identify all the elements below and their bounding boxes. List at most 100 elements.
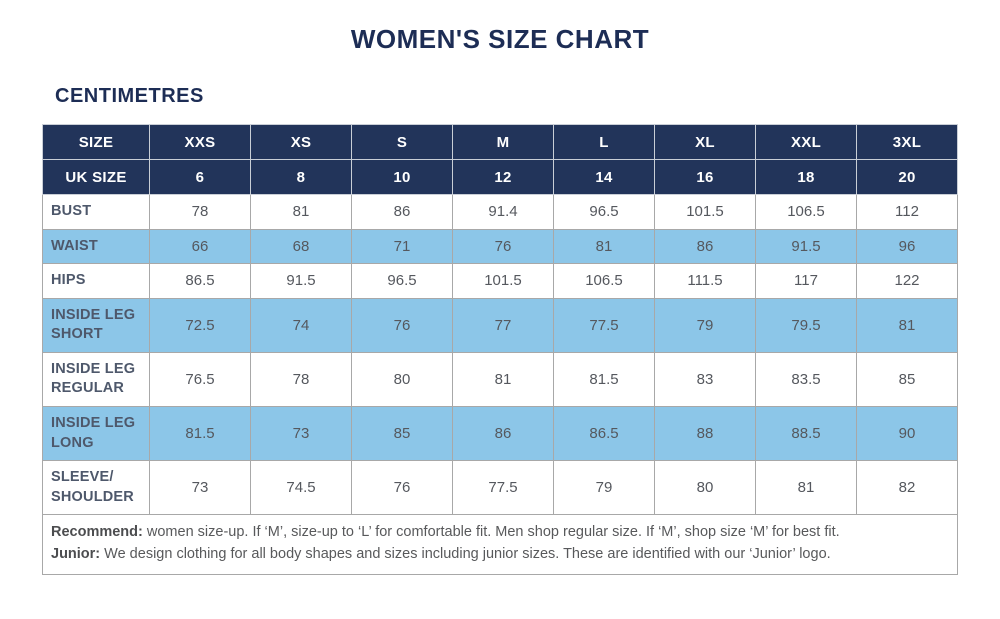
uk-size-10: 10 bbox=[351, 159, 453, 195]
size-value-cell: 77 bbox=[452, 297, 554, 353]
size-chart-table: SIZE XXS XS S M L XL XXL 3XL UK SIZE 6 8… bbox=[42, 124, 958, 575]
size-value-cell: 88 bbox=[654, 405, 756, 462]
size-value-cell: 73 bbox=[250, 405, 352, 462]
size-value-cell: 106.5 bbox=[553, 263, 655, 299]
size-value-cell: 106.5 bbox=[755, 194, 857, 230]
size-value-cell: 76 bbox=[351, 297, 453, 353]
uk-size-14: 14 bbox=[553, 159, 655, 195]
note-label-recommend: Recommend: bbox=[51, 524, 143, 541]
table-row-waist: WAIST 66 68 71 76 81 86 91.5 96 bbox=[42, 228, 958, 265]
table-row-inside-leg-long: INSIDE LEG LONG 81.5 73 85 86 86.5 88 88… bbox=[42, 405, 958, 462]
size-value-cell: 76 bbox=[452, 228, 554, 265]
size-value-cell: 77.5 bbox=[452, 460, 554, 516]
col-header-xl: XL bbox=[654, 124, 756, 160]
size-chart-page: WOMEN'S SIZE CHART CENTIMETRES SIZE XXS … bbox=[42, 24, 958, 575]
row-label-inside-leg-short: INSIDE LEG SHORT bbox=[42, 297, 150, 353]
size-value-cell: 81 bbox=[856, 297, 958, 353]
size-value-cell: 78 bbox=[149, 194, 251, 230]
row-label-sleeve-shoulder: SLEEVE/ SHOULDER bbox=[42, 460, 150, 516]
table-row-inside-leg-regular: INSIDE LEG REGULAR 76.5 78 80 81 81.5 83… bbox=[42, 351, 958, 407]
col-header-3xl: 3XL bbox=[856, 124, 958, 160]
row-label-hips: HIPS bbox=[42, 263, 150, 299]
size-header-row: SIZE XXS XS S M L XL XXL 3XL bbox=[42, 124, 958, 160]
size-value-cell: 78 bbox=[250, 351, 352, 407]
size-value-cell: 71 bbox=[351, 228, 453, 265]
page-title: WOMEN'S SIZE CHART bbox=[350, 24, 650, 54]
col-header-size: SIZE bbox=[42, 124, 150, 160]
size-value-cell: 81 bbox=[250, 194, 352, 230]
col-header-xxl: XXL bbox=[755, 124, 857, 160]
size-value-cell: 86 bbox=[452, 405, 554, 462]
size-value-cell: 79 bbox=[654, 297, 756, 353]
size-value-cell: 112 bbox=[856, 194, 958, 230]
size-value-cell: 74.5 bbox=[250, 460, 352, 516]
size-value-cell: 81.5 bbox=[149, 405, 251, 462]
size-value-cell: 76.5 bbox=[149, 351, 251, 407]
size-value-cell: 96.5 bbox=[553, 194, 655, 230]
col-header-m: M bbox=[452, 124, 554, 160]
table-header: SIZE XXS XS S M L XL XXL 3XL UK SIZE 6 8… bbox=[42, 124, 958, 195]
size-value-cell: 96.5 bbox=[351, 263, 453, 299]
size-value-cell: 83.5 bbox=[755, 351, 857, 407]
size-value-cell: 90 bbox=[856, 405, 958, 462]
col-header-s: S bbox=[351, 124, 453, 160]
note-text-junior: We design clothing for all body shapes a… bbox=[100, 545, 831, 562]
uk-size-20: 20 bbox=[856, 159, 958, 195]
size-value-cell: 91.5 bbox=[250, 263, 352, 299]
size-value-cell: 86 bbox=[654, 228, 756, 265]
size-value-cell: 83 bbox=[654, 351, 756, 407]
uk-size-6: 6 bbox=[149, 159, 251, 195]
col-header-l: L bbox=[553, 124, 655, 160]
size-value-cell: 111.5 bbox=[654, 263, 756, 299]
size-value-cell: 81 bbox=[553, 228, 655, 265]
size-value-cell: 101.5 bbox=[452, 263, 554, 299]
col-header-uk-size: UK SIZE bbox=[42, 159, 150, 195]
table-footer: Recommend: women size-up. If ‘M’, size-u… bbox=[42, 514, 958, 575]
size-value-cell: 79 bbox=[553, 460, 655, 516]
size-value-cell: 96 bbox=[856, 228, 958, 265]
size-value-cell: 79.5 bbox=[755, 297, 857, 353]
size-value-cell: 77.5 bbox=[553, 297, 655, 353]
table-body: BUST 78 81 86 91.4 96.5 101.5 106.5 112 … bbox=[42, 194, 958, 516]
table-row-hips: HIPS 86.5 91.5 96.5 101.5 106.5 111.5 11… bbox=[42, 263, 958, 299]
row-label-inside-leg-long: INSIDE LEG LONG bbox=[42, 405, 150, 462]
size-value-cell: 80 bbox=[654, 460, 756, 516]
col-header-xxs: XXS bbox=[149, 124, 251, 160]
size-value-cell: 85 bbox=[856, 351, 958, 407]
size-value-cell: 82 bbox=[856, 460, 958, 516]
note-junior: Junior: We design clothing for all body … bbox=[51, 544, 947, 566]
size-value-cell: 80 bbox=[351, 351, 453, 407]
size-value-cell: 86.5 bbox=[553, 405, 655, 462]
uk-size-8: 8 bbox=[250, 159, 352, 195]
row-label-waist: WAIST bbox=[42, 228, 150, 265]
size-value-cell: 74 bbox=[250, 297, 352, 353]
size-value-cell: 81 bbox=[452, 351, 554, 407]
table-row-sleeve-shoulder: SLEEVE/ SHOULDER 73 74.5 76 77.5 79 80 8… bbox=[42, 460, 958, 516]
size-value-cell: 85 bbox=[351, 405, 453, 462]
note-text-recommend: women size-up. If ‘M’, size-up to ‘L’ fo… bbox=[142, 524, 840, 541]
size-value-cell: 88.5 bbox=[755, 405, 857, 462]
size-notes: Recommend: women size-up. If ‘M’, size-u… bbox=[42, 514, 958, 575]
size-value-cell: 68 bbox=[250, 228, 352, 265]
size-value-cell: 117 bbox=[755, 263, 857, 299]
uk-size-18: 18 bbox=[755, 159, 857, 195]
row-label-inside-leg-regular: INSIDE LEG REGULAR bbox=[42, 351, 150, 407]
size-value-cell: 86.5 bbox=[149, 263, 251, 299]
uk-size-16: 16 bbox=[654, 159, 756, 195]
col-header-xs: XS bbox=[250, 124, 352, 160]
table-row-inside-leg-short: INSIDE LEG SHORT 72.5 74 76 77 77.5 79 7… bbox=[42, 297, 958, 353]
size-value-cell: 91.4 bbox=[452, 194, 554, 230]
row-label-bust: BUST bbox=[42, 194, 150, 230]
uk-size-12: 12 bbox=[452, 159, 554, 195]
size-value-cell: 81 bbox=[755, 460, 857, 516]
size-value-cell: 81.5 bbox=[553, 351, 655, 407]
units-heading: CENTIMETRES bbox=[55, 85, 204, 107]
size-value-cell: 66 bbox=[149, 228, 251, 265]
table-row-bust: BUST 78 81 86 91.4 96.5 101.5 106.5 112 bbox=[42, 194, 958, 230]
size-value-cell: 76 bbox=[351, 460, 453, 516]
notes-row: Recommend: women size-up. If ‘M’, size-u… bbox=[42, 514, 958, 575]
uk-size-header-row: UK SIZE 6 8 10 12 14 16 18 20 bbox=[42, 159, 958, 195]
size-value-cell: 86 bbox=[351, 194, 453, 230]
size-value-cell: 73 bbox=[149, 460, 251, 516]
size-value-cell: 72.5 bbox=[149, 297, 251, 353]
